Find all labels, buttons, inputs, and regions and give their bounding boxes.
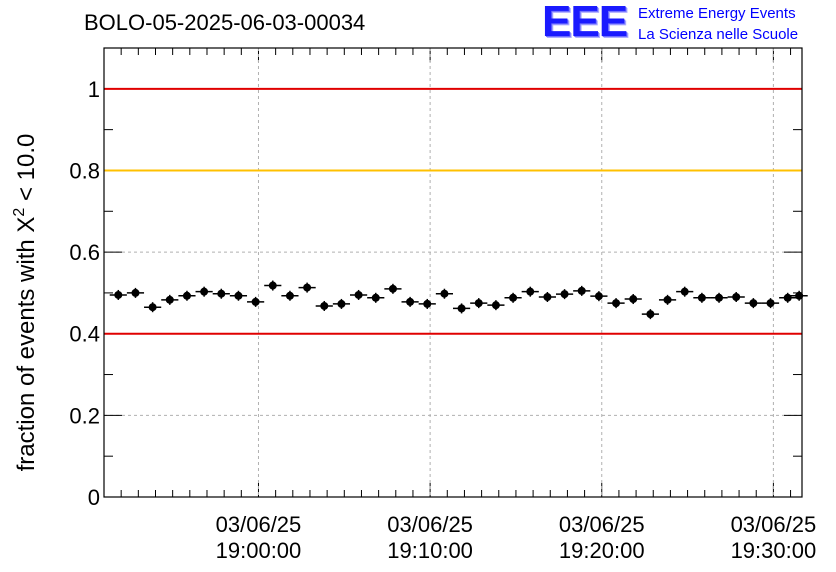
data-point xyxy=(148,303,157,312)
data-point xyxy=(560,290,569,299)
data-point xyxy=(114,290,123,299)
x-tick-label-date: 03/06/25 xyxy=(731,512,817,537)
data-point xyxy=(474,299,483,308)
data-point xyxy=(423,299,432,308)
x-tick-label-time: 19:10:00 xyxy=(387,538,473,563)
data-point xyxy=(766,299,775,308)
data-point xyxy=(680,287,689,296)
data-point xyxy=(795,291,804,300)
data-point xyxy=(715,293,724,302)
y-tick-label: 0 xyxy=(88,485,100,510)
data-point xyxy=(371,293,380,302)
data-point xyxy=(285,291,294,300)
data-point xyxy=(200,287,209,296)
data-point xyxy=(594,292,603,301)
x-tick-label-time: 19:30:00 xyxy=(731,538,817,563)
data-point xyxy=(320,301,329,310)
data-point xyxy=(303,283,312,292)
y-tick-label: 0.6 xyxy=(69,240,100,265)
y-axis-label: fraction of events with X2 < 10.0 xyxy=(11,134,40,472)
x-tick-label-date: 03/06/25 xyxy=(216,512,302,537)
data-point xyxy=(491,301,500,310)
data-point xyxy=(783,293,792,302)
plot-frame xyxy=(103,47,803,498)
y-tick-label: 1 xyxy=(88,77,100,102)
logo-line-1: Extreme Energy Events xyxy=(638,5,796,22)
y-tick-label: 0.2 xyxy=(69,403,100,428)
data-point xyxy=(268,281,277,290)
data-point xyxy=(388,284,397,293)
data-point xyxy=(440,289,449,298)
data-point xyxy=(509,293,518,302)
x-tick-label-time: 19:00:00 xyxy=(216,538,302,563)
data-point xyxy=(577,286,586,295)
eee-logo-mark: EEE xyxy=(542,0,628,46)
y-tick-label: 0.4 xyxy=(69,322,100,347)
y-tick-label: 0.8 xyxy=(69,158,100,183)
data-point xyxy=(337,299,346,308)
x-tick-label-time: 19:20:00 xyxy=(559,538,645,563)
data-point xyxy=(251,297,260,306)
run-title: BOLO-05-2025-06-03-00034 xyxy=(84,10,366,35)
data-point xyxy=(457,304,466,313)
data-point xyxy=(406,297,415,306)
data-point xyxy=(612,299,621,308)
data-point xyxy=(646,310,655,319)
data-point xyxy=(629,295,638,304)
data-point xyxy=(526,287,535,296)
data-point xyxy=(234,291,243,300)
data-point xyxy=(131,288,140,297)
logo-line-2: La Scienza nelle Scuole xyxy=(638,26,799,43)
x-tick-label-date: 03/06/25 xyxy=(387,512,473,537)
data-point xyxy=(697,293,706,302)
data-point xyxy=(217,289,226,298)
data-point xyxy=(182,291,191,300)
data-point xyxy=(663,295,672,304)
data-point xyxy=(354,290,363,299)
data-point xyxy=(543,292,552,301)
x-tick-label-date: 03/06/25 xyxy=(559,512,645,537)
data-point xyxy=(732,292,741,301)
data-point xyxy=(165,295,174,304)
eee-logo: EEE Extreme Energy Events La Scienza nel… xyxy=(542,0,832,46)
data-point xyxy=(749,299,758,308)
